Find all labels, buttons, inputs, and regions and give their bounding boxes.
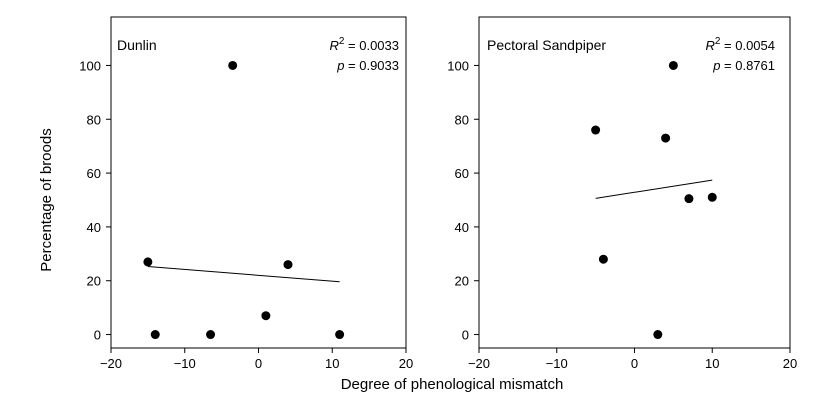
- y-tick-label: 20: [87, 274, 101, 289]
- ticks: −20 −10 0 10 20 0 20 40 60 80 100: [79, 58, 413, 371]
- panel-pectoral-sandpiper: −20 −10 0 10 20 0 20 40 60 80 100 Pectoral Sandpip…: [447, 16, 797, 371]
- p-annotation: p = 0.9033: [336, 58, 399, 73]
- x-axis-label: Degree of phenological mismatch: [341, 376, 564, 393]
- ticks: −20 −10 0 10 20 0 20 40 60 80 100: [447, 58, 797, 371]
- data-point: [228, 60, 238, 70]
- y-tick-label: 40: [87, 220, 101, 235]
- y-tick-label: 80: [87, 112, 101, 127]
- panel-dunlin: −20 −10 0 10 20 0 20 40 60 80 100 Dunlin R2 = 0.00…: [79, 16, 413, 371]
- data-points: [143, 60, 345, 340]
- x-tick-label: 20: [783, 356, 797, 371]
- y-axis-label: Percentage of broods: [38, 128, 55, 271]
- r2-annotation: R2 = 0.0054: [705, 36, 775, 53]
- panel-title: Pectoral Sandpiper: [487, 37, 606, 53]
- trend-line: [595, 179, 713, 199]
- y-tick-label: 40: [455, 220, 469, 235]
- data-point: [707, 192, 717, 202]
- p-annotation: p = 0.8761: [712, 58, 775, 73]
- x-tick-label: −10: [174, 356, 196, 371]
- x-tick-label: 0: [631, 356, 638, 371]
- x-tick-label: 0: [255, 356, 262, 371]
- x-tick-label: 10: [325, 356, 339, 371]
- y-tick-label: 100: [447, 58, 469, 73]
- y-tick-label: 100: [79, 58, 101, 73]
- y-tick-label: 60: [87, 166, 101, 181]
- y-tick-label: 0: [94, 328, 101, 343]
- data-point: [283, 260, 293, 270]
- trend-line: [147, 265, 340, 283]
- y-tick-label: 80: [455, 112, 469, 127]
- data-point: [653, 330, 663, 340]
- x-tick-label: −10: [546, 356, 568, 371]
- y-tick-label: 0: [462, 328, 469, 343]
- x-tick-label: −20: [468, 356, 490, 371]
- data-point: [206, 330, 216, 340]
- data-point: [598, 254, 608, 264]
- x-tick-label: 20: [399, 356, 413, 371]
- y-tick-label: 20: [455, 274, 469, 289]
- r2-annotation: R2 = 0.0033: [329, 36, 399, 53]
- data-point: [591, 125, 601, 135]
- data-point: [684, 194, 694, 204]
- data-points: [591, 60, 717, 340]
- data-point: [150, 330, 160, 340]
- data-point: [143, 257, 153, 267]
- data-point: [661, 133, 671, 143]
- data-point: [668, 60, 678, 70]
- x-tick-label: 10: [705, 356, 719, 371]
- y-tick-label: 60: [455, 166, 469, 181]
- x-tick-label: −20: [100, 356, 122, 371]
- panel-title: Dunlin: [117, 37, 157, 53]
- data-point: [335, 330, 345, 340]
- data-point: [261, 311, 271, 321]
